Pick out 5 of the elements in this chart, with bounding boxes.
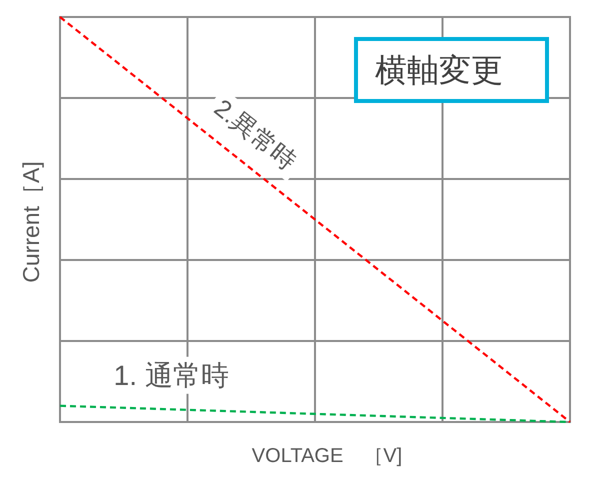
x-axis-title: VOLTAGE ［V]: [252, 445, 402, 467]
y-axis-title: Current［A]: [18, 161, 44, 283]
series-label: 1. 通常時: [114, 360, 229, 391]
annotation: 横軸変更: [375, 52, 503, 88]
series-label: 2.異常時: [208, 94, 302, 176]
